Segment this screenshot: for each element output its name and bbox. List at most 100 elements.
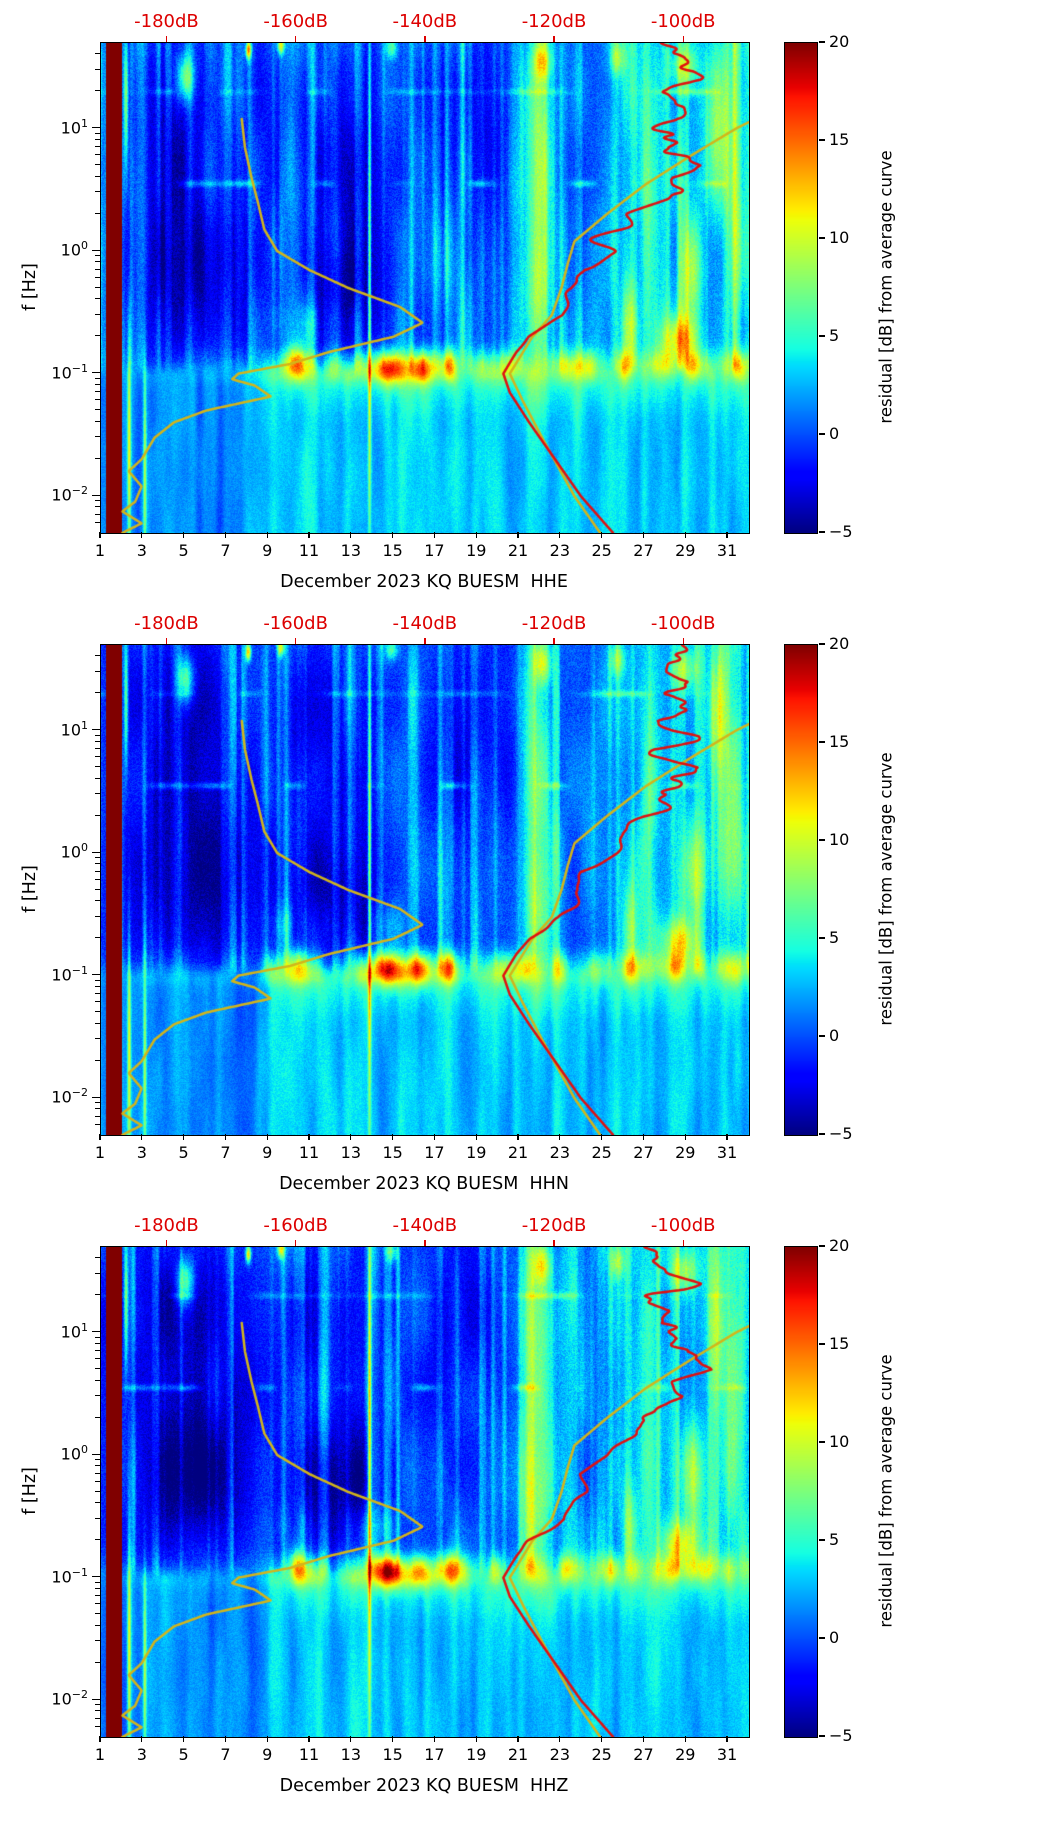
x-tick-label: 19 (466, 1745, 487, 1764)
x-axis-label-hhz: December 2023 KQ BUESM HHZ (279, 1776, 569, 1796)
y-minor-tick (95, 1661, 100, 1663)
top-db-tick-label: -100dB (650, 1215, 716, 1236)
y-tick-label: 101 (60, 1320, 88, 1341)
x-tick-label: 25 (591, 1143, 612, 1162)
y-minor-tick (95, 399, 100, 401)
x-tick-label: 11 (298, 1143, 320, 1162)
x-tick (559, 532, 561, 538)
x-tick (601, 1736, 603, 1742)
x-tick-label: 19 (466, 541, 487, 560)
top-db-tick (165, 36, 168, 42)
y-minor-tick (95, 1465, 100, 1467)
x-tick (308, 532, 310, 538)
x-tick-label: 21 (507, 1143, 529, 1162)
top-db-tick (294, 638, 297, 644)
y-minor-tick (95, 436, 100, 438)
x-tick-label: 31 (716, 1745, 738, 1764)
y-minor-tick (95, 870, 100, 872)
y-tick (92, 1698, 100, 1700)
colorbar-tick-label: 5 (829, 928, 840, 947)
x-tick-label: 27 (633, 1745, 654, 1764)
y-minor-tick (95, 175, 100, 177)
y-minor-tick (95, 286, 100, 288)
x-tick (433, 1134, 436, 1140)
top-db-tick-label: -140dB (392, 11, 458, 32)
x-tick-label: 17 (424, 1143, 445, 1162)
colorbar-tick-label: 20 (829, 1236, 850, 1255)
y-minor-tick (95, 154, 100, 156)
colorbar-tick-label: −5 (829, 522, 853, 541)
y-minor-tick (95, 1108, 100, 1110)
x-tick-label: 19 (466, 1143, 487, 1162)
y-minor-tick (95, 1001, 100, 1003)
x-tick (433, 1736, 436, 1742)
y-minor-tick (95, 878, 100, 880)
y-minor-tick (95, 1350, 100, 1352)
y-minor-tick (95, 513, 100, 515)
colorbar-tick-label: 15 (829, 732, 850, 751)
top-db-tick (553, 36, 555, 42)
y-minor-tick (95, 335, 100, 337)
y-tick (92, 729, 100, 731)
y-minor-tick (95, 1395, 100, 1397)
x-tick (224, 1736, 226, 1742)
colorbar-label: residual [dB] from average curve (876, 752, 896, 1026)
x-tick-label: 27 (633, 1143, 654, 1162)
colorbar-tick-label: 0 (829, 1026, 840, 1045)
y-minor-tick (95, 1022, 100, 1024)
y-minor-tick (95, 500, 100, 502)
y-minor-tick (95, 1294, 100, 1296)
x-tick (392, 532, 394, 538)
y-minor-tick (95, 1123, 100, 1125)
x-tick-label: 9 (262, 1745, 273, 1764)
y-tick-label: 10−1 (51, 361, 88, 382)
y-tick-label: 10−2 (51, 1086, 88, 1107)
spectrogram-canvas-hhz (100, 1246, 750, 1738)
x-tick (475, 1736, 477, 1742)
x-tick (726, 532, 728, 538)
colorbar-tick (819, 741, 825, 743)
y-minor-tick (95, 863, 100, 865)
y-minor-tick (95, 521, 100, 523)
y-minor-tick (95, 313, 100, 315)
y-minor-tick (95, 377, 100, 379)
y-minor-tick (95, 1704, 100, 1706)
x-tick-label: 27 (633, 541, 654, 560)
top-db-tick-label: -100dB (650, 613, 716, 634)
x-tick (99, 1134, 101, 1140)
x-tick (350, 1736, 352, 1742)
colorbar-label: residual [dB] from average curve (876, 1354, 896, 1628)
y-minor-tick (95, 777, 100, 779)
top-db-tick-label: -180dB (134, 11, 199, 32)
x-tick (642, 532, 645, 538)
x-tick (433, 532, 436, 538)
colorbar-hhn (784, 644, 818, 1136)
y-minor-tick (95, 1603, 100, 1605)
x-tick (141, 532, 143, 538)
x-tick-label: 17 (424, 541, 445, 560)
y-minor-tick (95, 1517, 100, 1519)
top-db-tick-label: -140dB (392, 1215, 458, 1236)
y-minor-tick (95, 900, 100, 902)
colorbar-tick (819, 1035, 825, 1037)
top-db-tick (553, 638, 555, 644)
x-tick-label: 11 (298, 541, 320, 560)
top-db-tick-label: -180dB (134, 613, 199, 634)
colorbar-tick-label: −5 (829, 1124, 853, 1143)
y-minor-tick (95, 857, 100, 859)
colorbar-tick (819, 1441, 825, 1443)
x-tick (517, 1736, 519, 1742)
colorbar-tick (819, 433, 825, 435)
y-tick-label: 100 (60, 1443, 88, 1464)
colorbar-tick (819, 1343, 825, 1345)
colorbar-tick-label: 0 (829, 1628, 840, 1647)
x-tick-label: 15 (382, 1745, 403, 1764)
colorbar-tick-label: 10 (829, 228, 850, 247)
x-tick-label: 1 (94, 1745, 106, 1764)
x-tick (684, 532, 686, 538)
x-tick-label: 31 (716, 1143, 738, 1162)
y-tick (92, 851, 100, 853)
y-minor-tick (95, 1059, 100, 1061)
colorbar-tick-label: 0 (829, 424, 840, 443)
y-minor-tick (95, 255, 100, 257)
